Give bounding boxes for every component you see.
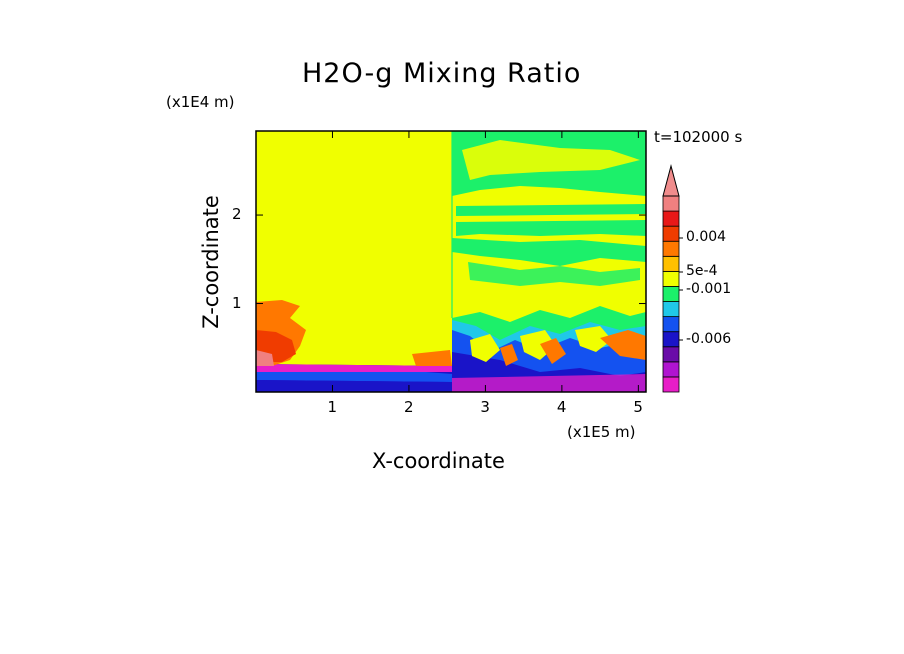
colorbar-band bbox=[662, 301, 680, 318]
green-band-2 bbox=[456, 220, 646, 236]
colorbar bbox=[662, 164, 683, 393]
colorbar-extend-arrow bbox=[662, 164, 680, 197]
colorbar-band bbox=[662, 225, 680, 242]
colorbar-band bbox=[662, 270, 680, 287]
y-tick-label: 2 bbox=[232, 205, 242, 224]
orange-swirl-1 bbox=[540, 338, 566, 364]
yellow-swirl-1 bbox=[470, 334, 500, 362]
colorbar-band bbox=[662, 195, 680, 212]
y-tick-label: 1 bbox=[232, 293, 242, 312]
colorbar-band bbox=[662, 316, 680, 333]
x-tick-label: 4 bbox=[556, 398, 567, 416]
colorbar-band bbox=[662, 346, 680, 363]
yellow-swirl-3 bbox=[575, 326, 612, 352]
x-tick-label: 5 bbox=[633, 398, 643, 416]
chart-title: H2O-g Mixing Ratio bbox=[302, 58, 582, 89]
colorbar-band bbox=[662, 255, 680, 272]
orange-swirl-3 bbox=[500, 344, 518, 366]
y-axis-label: Z-coordinate bbox=[199, 195, 223, 329]
time-label: t=102000 s bbox=[654, 128, 743, 146]
x-tick-label: 3 bbox=[480, 398, 490, 416]
green-band-4 bbox=[468, 262, 640, 286]
colorbar-band bbox=[662, 286, 680, 302]
darkblue-bottom-strip bbox=[256, 380, 452, 392]
axis-ticks bbox=[256, 131, 646, 392]
x-axis-label: X-coordinate bbox=[372, 449, 505, 473]
colorbar-band bbox=[662, 331, 680, 348]
colorbar-label: 0.004 bbox=[686, 229, 727, 245]
orange-swirl-2 bbox=[600, 330, 646, 360]
green-band-1 bbox=[456, 204, 646, 216]
pink-plume-left bbox=[256, 350, 274, 366]
magenta-band-left bbox=[256, 364, 452, 372]
colorbar-label: -0.001 bbox=[686, 281, 732, 297]
yellow-streak-top bbox=[462, 140, 640, 180]
colorbar-label: 5e-4 bbox=[686, 263, 718, 279]
x-tick-label: 2 bbox=[403, 398, 414, 416]
contour-field bbox=[256, 131, 646, 392]
plot-frame bbox=[255, 130, 647, 393]
colorbar-band bbox=[662, 210, 680, 227]
colorbar-band bbox=[662, 361, 680, 378]
colorbar-label: -0.006 bbox=[686, 331, 732, 347]
colorbar-band bbox=[662, 240, 680, 257]
green-band-3 bbox=[452, 238, 646, 266]
x-axis-multiplier: (x1E5 m) bbox=[567, 423, 636, 441]
magenta-bottom-right bbox=[452, 374, 646, 392]
colorbar-band bbox=[662, 376, 680, 393]
x-tick-label: 1 bbox=[327, 398, 338, 416]
orange-patch-center bbox=[412, 350, 452, 366]
y-axis-multiplier: (x1E4 m) bbox=[166, 93, 235, 111]
